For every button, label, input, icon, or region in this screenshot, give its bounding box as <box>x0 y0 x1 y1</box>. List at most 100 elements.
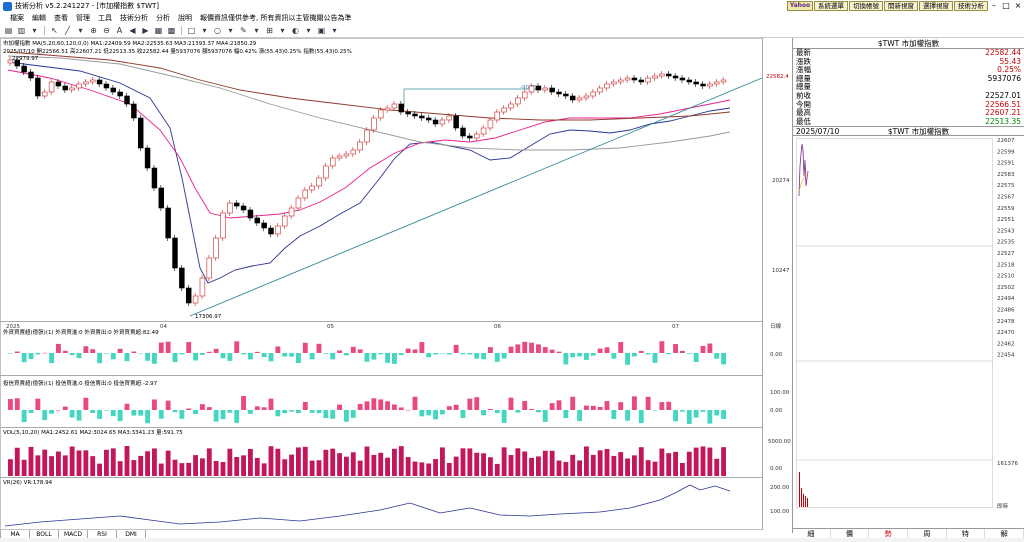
maximize-icon[interactable]: □ <box>1002 1 1010 10</box>
candle-body <box>405 111 411 115</box>
indicator-bar <box>241 455 246 476</box>
trend-line[interactable] <box>189 77 763 317</box>
indicator-bar <box>398 353 404 356</box>
indicator-bar <box>357 349 363 353</box>
indicator-bar <box>666 353 672 355</box>
back-icon[interactable]: ◀ <box>129 25 136 35</box>
indicator-bar <box>638 350 644 353</box>
measure-icon[interactable]: ⊞ <box>266 25 273 35</box>
indicator-bar <box>556 400 562 410</box>
intraday-avg-line <box>798 174 809 192</box>
indicator-bar <box>584 446 589 476</box>
system-menu-button[interactable]: 系統選單 <box>814 1 848 11</box>
pen-icon[interactable]: ✎ <box>240 25 247 35</box>
dropdown-icon[interactable]: ▾ <box>332 25 337 35</box>
indicator-bar <box>673 344 678 353</box>
menu-manage[interactable]: 管理 <box>76 14 90 22</box>
menu-edit[interactable]: 編輯 <box>32 14 46 22</box>
dropdown-icon[interactable]: ▾ <box>32 25 37 35</box>
dropdown-icon[interactable]: ▾ <box>306 25 311 35</box>
indicator-bar <box>364 446 370 476</box>
new-window-button[interactable]: 開新視窗 <box>884 1 918 11</box>
layout-icon[interactable]: ▤ <box>4 25 13 35</box>
indicator-bar <box>453 404 459 410</box>
disclaimer-text: 報價資訊僅供參考, 所有資訊以主管機關公告為準 <box>200 14 352 22</box>
grid-icon[interactable]: ▦ <box>154 25 163 35</box>
tab-special[interactable]: 特 <box>947 529 986 538</box>
chart-type-icon[interactable]: ▥ <box>17 25 26 35</box>
cursor-icon[interactable]: ↖ <box>51 25 58 35</box>
color-icon[interactable]: ◐ <box>292 25 299 35</box>
indicator-bar <box>686 451 692 476</box>
candle-body <box>89 79 96 83</box>
switch-account-button[interactable]: 切換帳號 <box>849 1 883 11</box>
yahoo-logo[interactable]: Yahoo <box>787 1 813 11</box>
dropdown-icon[interactable]: ▾ <box>254 25 259 35</box>
zoom-in-icon[interactable]: ⊕ <box>90 25 97 35</box>
indicator-bar <box>501 410 507 423</box>
rect-icon[interactable]: □ <box>187 25 196 35</box>
indicator-bar <box>501 447 507 476</box>
indicator-bar <box>241 353 246 355</box>
candle-body <box>336 155 343 159</box>
high-marker: 22979.97 <box>12 56 39 62</box>
indicator-bar <box>282 353 288 357</box>
candle-body <box>179 267 185 289</box>
indicator-bar <box>398 407 404 410</box>
menu-tools[interactable]: 工具 <box>98 14 112 22</box>
intraday-chart[interactable]: 22607 22599 22591 22583 22575 22567 22559 22551… <box>793 136 1024 512</box>
line-draw-icon[interactable]: ╱ <box>65 25 70 35</box>
indicator-bar <box>508 397 514 410</box>
menu-technical[interactable]: 技術分析 <box>120 14 148 22</box>
text-icon[interactable]: A <box>116 25 123 35</box>
tab-trend[interactable]: 勢 <box>869 529 909 538</box>
indicator-bar <box>673 451 678 476</box>
indicator-bar <box>296 410 301 414</box>
indicator-bar <box>268 446 274 476</box>
menu-file[interactable]: 檔案 <box>10 14 24 22</box>
zoom-out-icon[interactable]: ⊖ <box>103 25 110 35</box>
quote-row-change: 漲跌 55.43 <box>793 57 1024 67</box>
indicator-bar <box>577 353 582 357</box>
indicator-bar <box>289 454 294 476</box>
candle-body <box>453 115 459 129</box>
indicator-bar <box>76 410 82 421</box>
chart-area[interactable]: 市加權指數 MA(5,20,60,120,0,0) MA1:22409.59 M… <box>0 38 792 533</box>
indicator-bar <box>440 447 445 476</box>
tab-week[interactable]: 周 <box>908 529 947 538</box>
candle-body <box>302 189 309 199</box>
intraday-axis-label: 22510 <box>997 274 1015 280</box>
dropdown-icon[interactable]: ▾ <box>202 25 207 35</box>
close-icon[interactable]: × <box>1014 1 1022 10</box>
forward-icon[interactable]: ▶ <box>142 25 149 35</box>
tab-detail[interactable]: 細 <box>792 529 831 538</box>
candle-body <box>76 83 82 89</box>
candle-body <box>432 119 439 125</box>
circle-icon[interactable]: ○ <box>214 25 221 35</box>
minimize-icon[interactable]: – <box>992 1 996 10</box>
candlestick-chart[interactable]: 市加權指數 MA(5,20,60,120,0,0) MA1:22409.59 M… <box>0 38 792 533</box>
menu-analysis[interactable]: 分析 <box>156 14 170 22</box>
technical-analysis-button[interactable]: 技術分析 <box>954 1 988 11</box>
indicator-bar <box>625 410 630 421</box>
panel2-axis-zero: 0.00 <box>770 408 783 414</box>
candle-body <box>206 257 213 279</box>
table-icon[interactable]: ▩ <box>167 25 176 35</box>
indicator-bar <box>158 463 164 476</box>
indicator-bar <box>604 347 610 353</box>
tab-analysis[interactable]: 解 <box>985 529 1024 538</box>
menu-help[interactable]: 說明 <box>178 14 192 22</box>
indicator-bar <box>206 407 212 410</box>
indicator-bar <box>289 353 294 357</box>
select-window-button[interactable]: 選擇視窗 <box>919 1 953 11</box>
quote-value: 22513.35 <box>985 116 1021 126</box>
dropdown-icon[interactable]: ▾ <box>78 25 83 35</box>
dropdown-icon[interactable]: ▾ <box>280 25 285 35</box>
menu-view[interactable]: 查看 <box>54 14 68 22</box>
tab-price[interactable]: 價 <box>831 529 870 538</box>
indicator-bar <box>302 446 308 476</box>
dropdown-icon[interactable]: ▾ <box>228 25 233 35</box>
candle-body <box>700 83 706 87</box>
indicator-bar <box>152 399 157 410</box>
save-icon[interactable]: ▣ <box>317 25 326 35</box>
